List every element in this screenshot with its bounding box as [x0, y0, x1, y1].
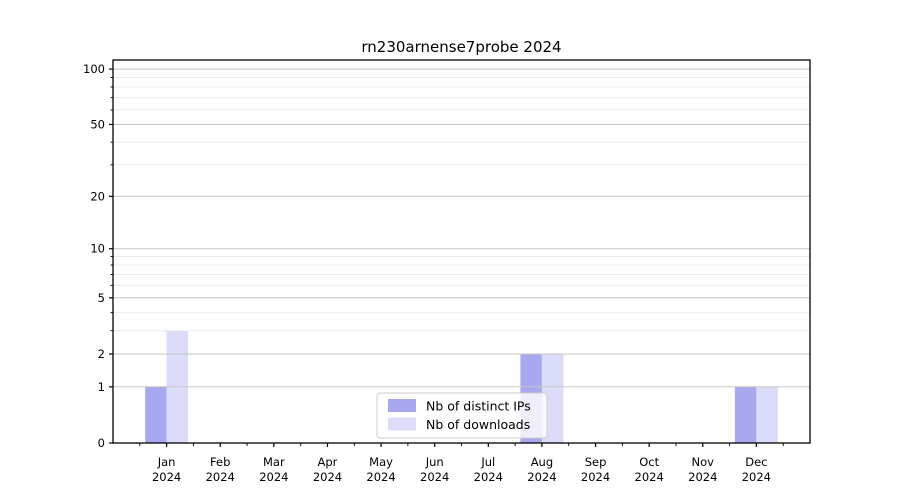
- y-tick-label: 1: [98, 380, 105, 394]
- y-tick-label: 50: [90, 117, 105, 131]
- x-tick-label: Sep 2024: [581, 455, 610, 484]
- x-tick-label: Feb 2024: [206, 455, 235, 484]
- x-tick-label: Jan 2024: [152, 455, 181, 484]
- x-axis: Jan 2024 Feb 2024 Mar 2024 Apr 2024 May 2024 Jun 20…: [139, 443, 784, 484]
- gridlines: [113, 68, 810, 388]
- x-tick-label: Aug 2024: [527, 455, 556, 484]
- y-tick-label: 100: [83, 62, 105, 76]
- legend-label: Nb of distinct IPs: [426, 399, 531, 414]
- legend-label: Nb of downloads: [426, 417, 530, 432]
- x-tick-label: Dec 2024: [742, 455, 771, 484]
- bar-nb-of-distinct-ips-jan: [145, 386, 167, 443]
- legend-swatch-distinct-ips: [388, 399, 416, 412]
- bar-nb-of-distinct-ips-dec: [734, 386, 757, 443]
- chart-title: rn230arnense7probe 2024: [361, 38, 561, 56]
- x-tick-label: Mar 2024: [259, 455, 288, 484]
- x-tick-label: Nov 2024: [688, 455, 717, 484]
- bar-nb-of-downloads-dec: [756, 386, 778, 443]
- legend-box: [376, 392, 548, 439]
- y-tick-label: 5: [98, 291, 105, 305]
- y-tick-label: 2: [98, 347, 105, 361]
- x-tick-label: Jul 2024: [474, 455, 503, 484]
- x-tick-label: Jun 2024: [420, 455, 449, 484]
- legend-swatch-downloads: [388, 417, 416, 431]
- y-tick-label: 0: [98, 436, 105, 450]
- y-axis: 0 1 2 5 10 20 50 100: [83, 62, 113, 450]
- y-tick-label: 20: [90, 189, 105, 203]
- x-tick-label: Apr 2024: [313, 455, 342, 484]
- x-tick-label: Oct 2024: [635, 455, 664, 484]
- bars: [145, 330, 778, 443]
- y-tick-label: 10: [90, 242, 105, 256]
- x-tick-label: May 2024: [366, 455, 395, 484]
- legend: Nb of distinct IPs Nb of downloads: [376, 392, 548, 439]
